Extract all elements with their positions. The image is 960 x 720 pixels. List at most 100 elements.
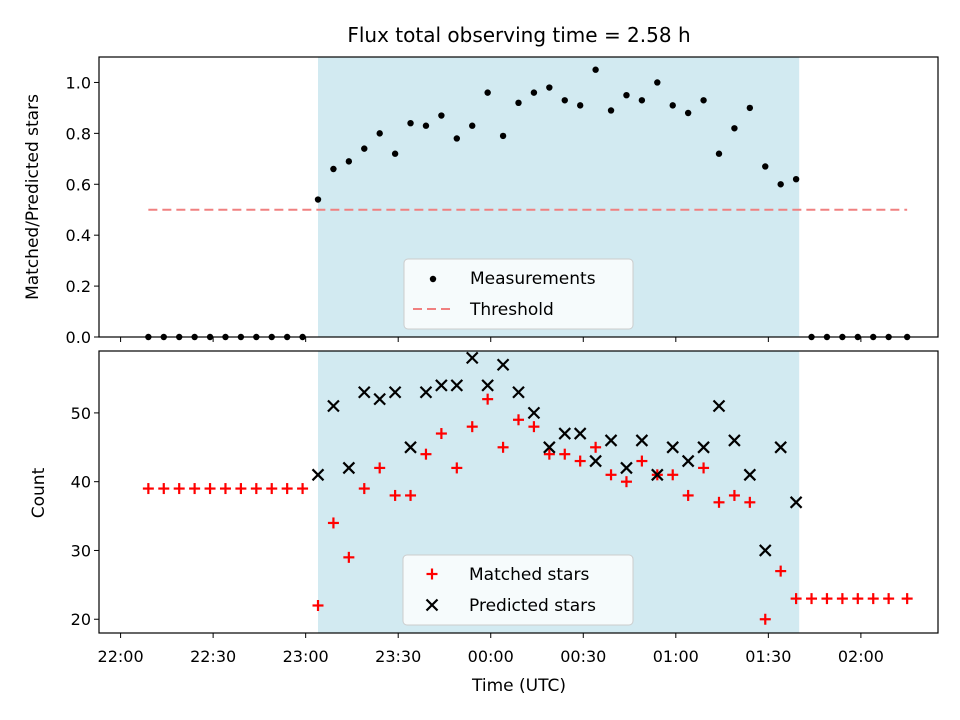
predicted-marker-b — [481, 379, 494, 392]
measurement-point — [530, 89, 538, 96]
x-tick-label: 22:00 — [98, 647, 144, 666]
matched-star-point — [559, 448, 571, 460]
ratio-y-tick-label: 0.6 — [66, 175, 91, 194]
measurement-point — [407, 119, 414, 127]
bottom-y-axis-label: Count — [29, 467, 49, 518]
count-y-tick-label: 50 — [71, 404, 91, 423]
predicted-marker-b — [527, 406, 541, 420]
matched-star-point — [343, 551, 355, 563]
predicted-marker-b — [589, 454, 602, 468]
predicted-star-point — [666, 441, 680, 454]
x-axis-label: Time (UTC) — [471, 676, 566, 696]
matched-star-point — [219, 483, 231, 495]
measurement-point — [361, 145, 368, 152]
measurement-point — [746, 104, 754, 112]
chart-title: Flux total observing time = 2.58 h — [347, 23, 690, 47]
matched-star-point — [358, 483, 370, 495]
matched-star-point — [574, 455, 586, 467]
legend-entry-label: Predicted stars — [469, 596, 596, 616]
measurement-point — [731, 125, 738, 132]
x-tick-label: 00:00 — [468, 647, 514, 666]
predicted-star-point — [357, 385, 371, 399]
measurement-point — [654, 79, 661, 86]
matched-star-point — [142, 483, 154, 495]
predicted-marker-b — [558, 427, 572, 440]
measurement-point — [792, 175, 800, 183]
matched-star-point — [173, 483, 185, 495]
measurement-point — [376, 130, 383, 137]
measurement-point — [438, 112, 445, 119]
x-tick-label: 23:30 — [375, 647, 421, 666]
predicted-star-point — [388, 385, 402, 399]
matched-star-point — [698, 462, 710, 474]
predicted-star-point — [373, 392, 386, 406]
predicted-marker-b — [728, 434, 741, 447]
predicted-marker-b — [620, 461, 633, 475]
ratio-y-tick-label: 0.0 — [66, 328, 91, 347]
x-tick-label: 22:30 — [190, 647, 236, 666]
measurement-point — [592, 66, 599, 73]
predicted-star-point — [342, 461, 356, 475]
measurement-point — [684, 109, 692, 117]
count-y-tick-label: 30 — [71, 541, 91, 560]
predicted-marker-b — [543, 441, 556, 454]
matched-star-point — [466, 421, 478, 433]
matched-star-point — [420, 448, 432, 460]
predicted-star-point — [604, 434, 618, 447]
matched-star-point — [852, 593, 864, 605]
predicted-star-point — [589, 454, 602, 468]
matched-star-point — [312, 599, 324, 611]
measurement-point — [607, 107, 615, 114]
predicted-star-point — [327, 399, 340, 413]
legend-measurements-marker — [429, 275, 437, 283]
legend-predicted-marker-b — [425, 598, 439, 612]
predicted-star-point — [712, 399, 726, 413]
predicted-star-point — [697, 441, 710, 454]
predicted-star-point — [635, 434, 649, 447]
predicted-star-point — [774, 441, 787, 454]
x-tick-label: 01:30 — [745, 647, 791, 666]
ratio-y-tick-label: 0.4 — [66, 226, 91, 245]
predicted-marker-b — [342, 461, 356, 475]
measurement-point — [561, 97, 568, 104]
predicted-marker-b — [774, 441, 787, 454]
predicted-marker-b — [573, 427, 587, 440]
predicted-star-point — [496, 358, 510, 372]
matched-star-point — [405, 489, 417, 501]
predicted-marker-b — [373, 392, 386, 406]
predicted-marker-b — [666, 441, 680, 454]
ratio-y-tick-label: 0.2 — [66, 277, 91, 296]
predicted-marker-b — [697, 441, 710, 454]
predicted-marker-b — [651, 468, 664, 482]
predicted-marker-b — [465, 351, 479, 365]
measurement-point — [623, 91, 630, 99]
matched-star-point — [327, 517, 339, 529]
matched-star-point — [235, 483, 247, 495]
x-tick-label: 00:30 — [560, 647, 606, 666]
matched-star-point — [389, 489, 401, 501]
measurement-point — [762, 163, 769, 170]
predicted-star-point — [681, 454, 695, 468]
top-y-axis-label: Matched/Predicted stars — [23, 94, 43, 300]
measurement-point — [422, 122, 430, 129]
predicted-marker-b — [404, 441, 417, 454]
predicted-marker-b — [419, 385, 433, 399]
predicted-star-point — [573, 427, 587, 440]
measurement-point — [715, 150, 723, 157]
ratio-legend-box — [403, 258, 634, 330]
predicted-star-point — [620, 461, 633, 475]
legend-entry-label: Threshold — [469, 300, 554, 320]
predicted-marker-b — [435, 379, 448, 392]
predicted-marker-b — [604, 434, 618, 447]
x-tick-label: 02:00 — [838, 647, 884, 666]
count-panel: 20 30 40 50 22:00 22:30 23:00 23:30 00:00 00:30 01… — [71, 350, 939, 666]
matched-star-point — [451, 462, 463, 474]
predicted-star-point — [728, 434, 741, 447]
count-plot-frame — [98, 350, 939, 634]
count-legend-box — [402, 554, 634, 626]
predicted-star-point — [512, 385, 525, 399]
predicted-marker-b — [681, 454, 695, 468]
matched-star-point — [158, 483, 170, 495]
measurement-point — [546, 84, 553, 91]
matched-star-point — [297, 483, 309, 495]
